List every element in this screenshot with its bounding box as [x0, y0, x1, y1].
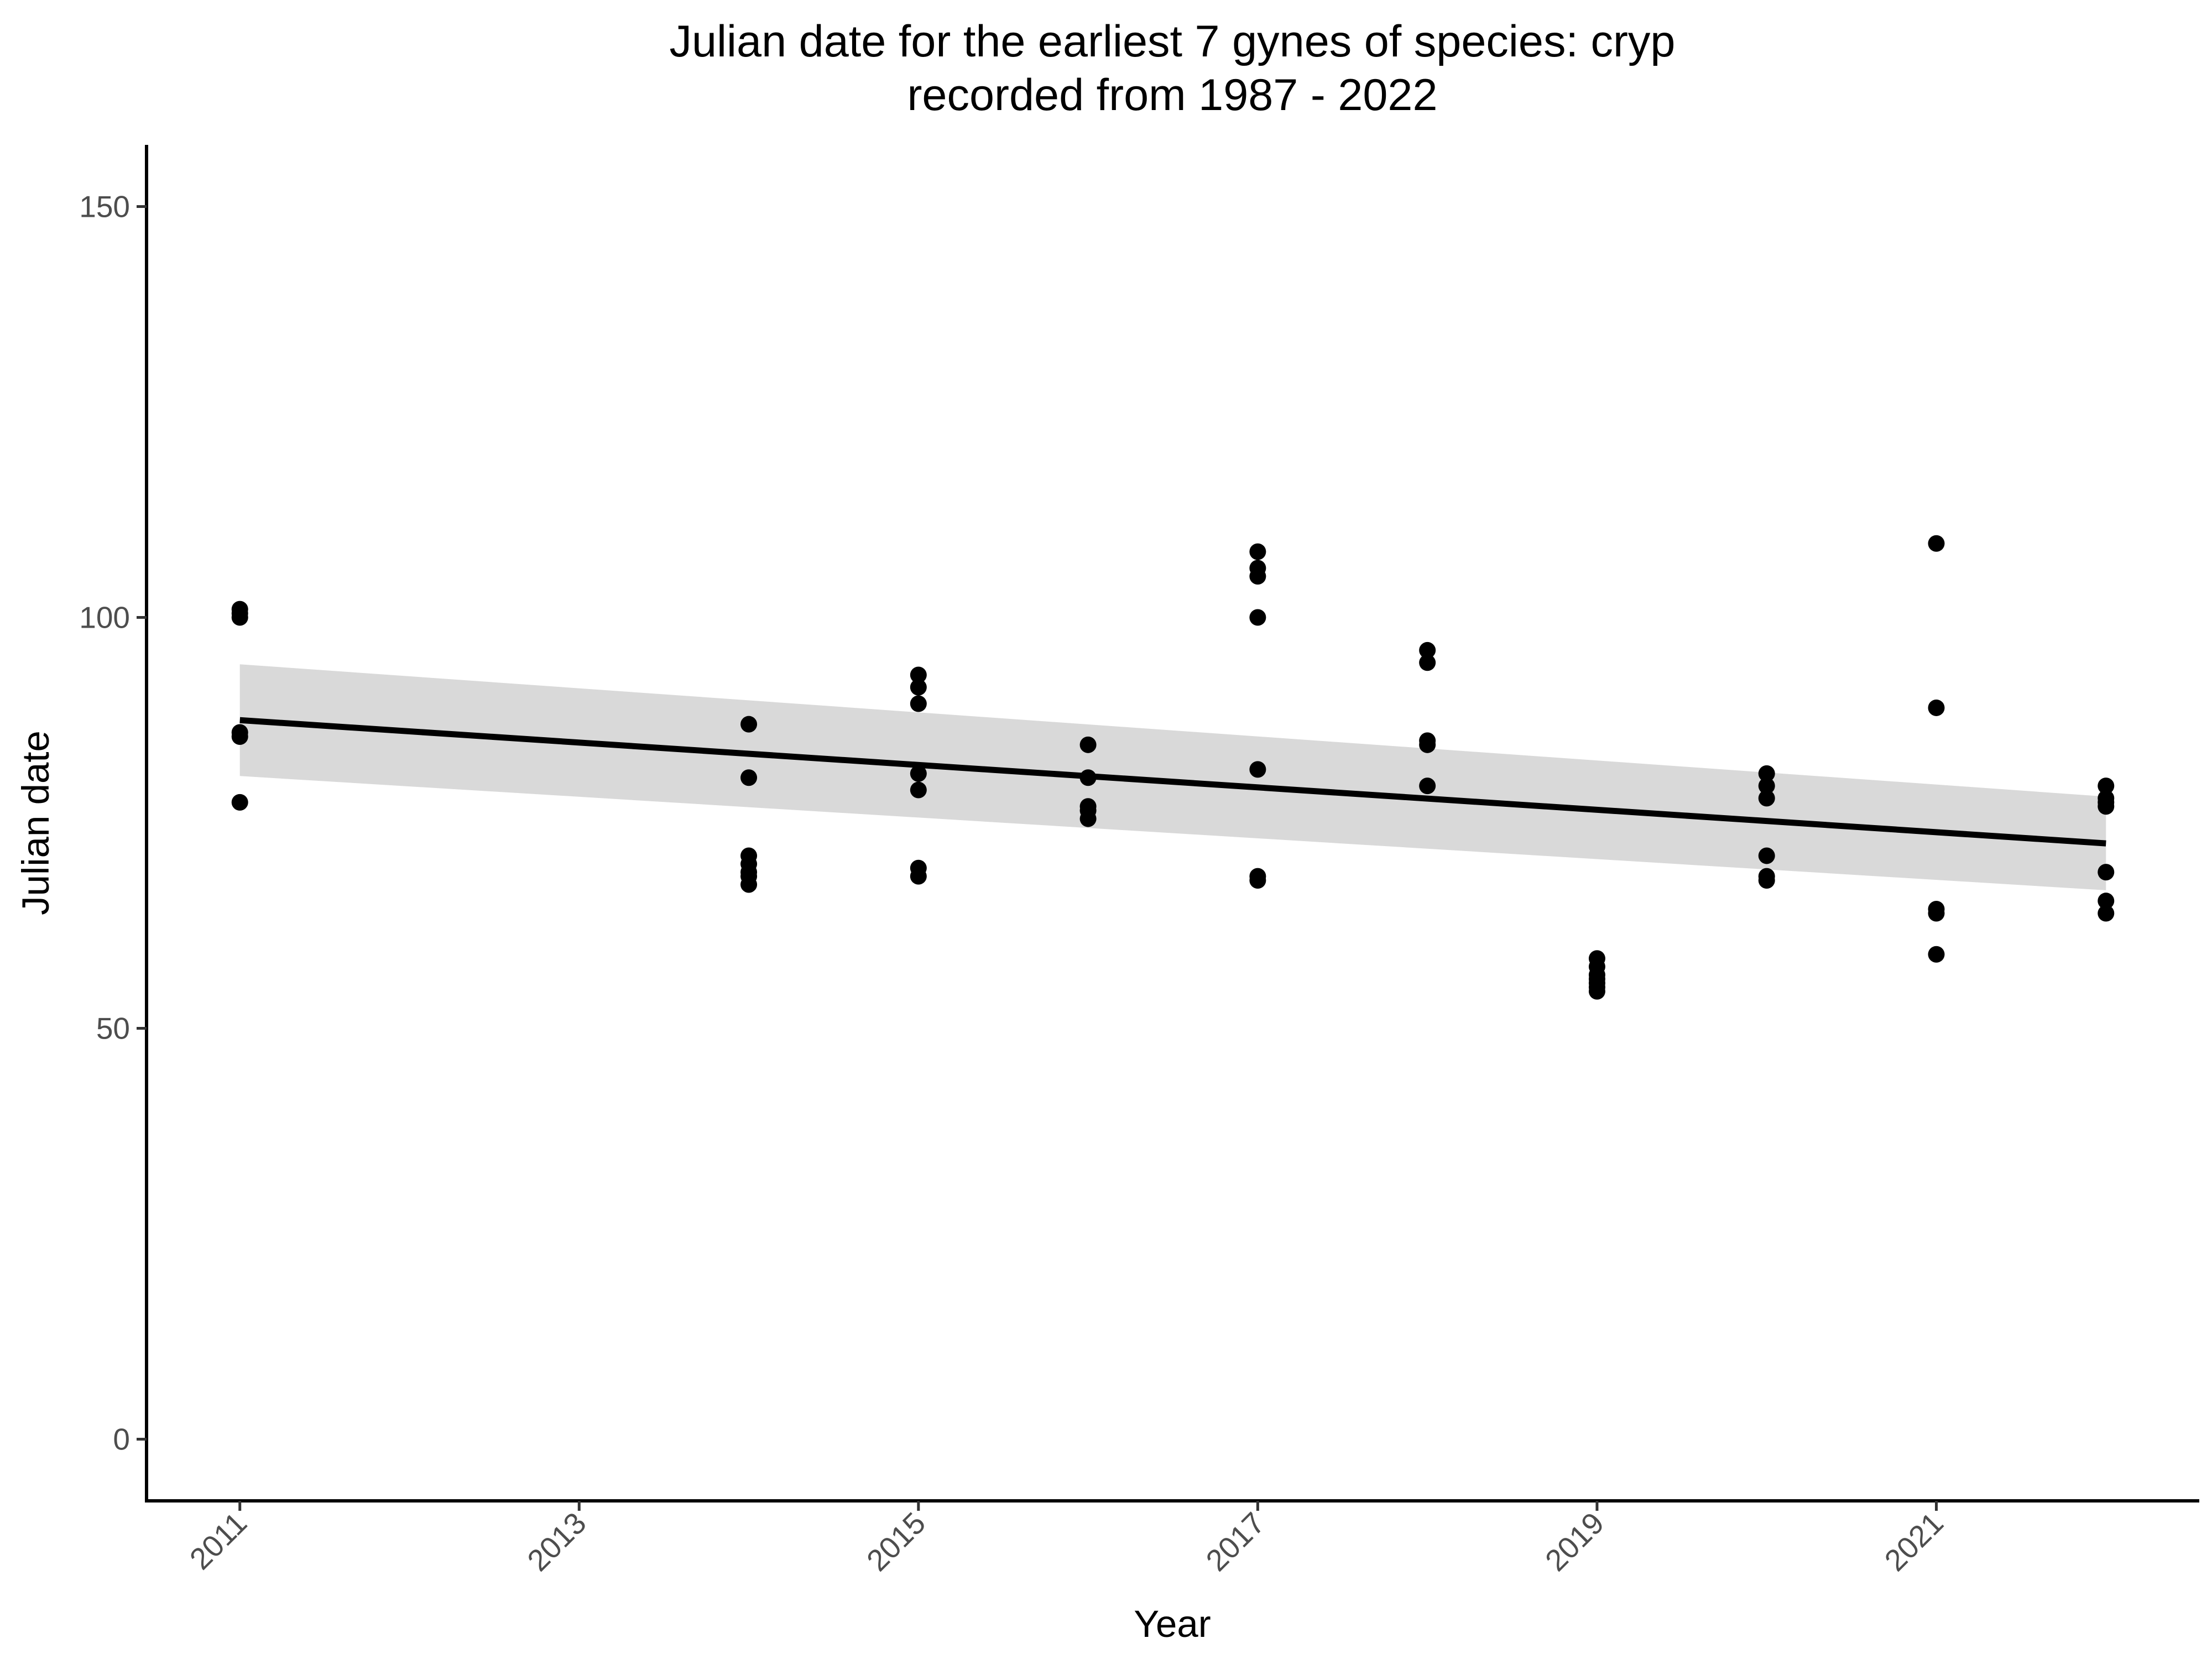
data-point-35: [1419, 736, 1436, 753]
data-point-5: [231, 794, 248, 811]
data-point-19: [910, 868, 927, 885]
confidence-band-layer: [239, 664, 2106, 890]
data-point-25: [1249, 543, 1266, 560]
data-point-55: [2098, 778, 2115, 795]
x-tick-label-2: 2015: [860, 1506, 932, 1578]
x-axis-ticks: 2011 2013 2015 2017 2019 2021: [183, 1501, 1950, 1578]
data-point-24: [1079, 810, 1097, 827]
data-point-13: [910, 666, 927, 684]
data-point-58: [2098, 798, 2115, 815]
data-point-6: [740, 716, 758, 733]
data-point-32: [1419, 641, 1436, 659]
data-point-14: [910, 679, 927, 696]
trend-line: [239, 717, 2106, 847]
x-tick-label-0: 2011: [183, 1506, 253, 1576]
data-point-54: [1928, 946, 1945, 963]
data-point-7: [740, 769, 758, 786]
confidence-band: [239, 664, 2106, 890]
data-point-33: [1419, 654, 1436, 671]
data-point-12: [740, 876, 758, 893]
data-point-4: [231, 728, 248, 745]
data-point-47: [1758, 847, 1775, 864]
data-point-36: [1419, 778, 1436, 795]
y-tick-label-2: 100: [79, 600, 130, 634]
data-point-15: [910, 695, 927, 712]
data-point-20: [1079, 736, 1097, 753]
data-point-27: [1249, 568, 1266, 585]
chart-subtitle: recorded from 1987 - 2022: [907, 70, 1437, 120]
data-point-2: [231, 609, 248, 626]
x-tick-label-5: 2021: [1878, 1506, 1950, 1578]
data-point-44: [1758, 765, 1775, 782]
x-axis-title: Year: [1134, 1603, 1211, 1645]
data-point-21: [1079, 769, 1097, 786]
y-axis-ticks: 0 50 100 150: [79, 189, 147, 1457]
x-tick-label-1: 2013: [520, 1506, 592, 1578]
data-point-49: [1758, 872, 1775, 889]
data-point-50: [1928, 535, 1945, 552]
x-tick-label-4: 2019: [1538, 1506, 1610, 1578]
y-tick-label-1: 50: [96, 1011, 130, 1046]
data-point-46: [1758, 790, 1775, 807]
data-points-layer: [231, 535, 2115, 1000]
data-point-59: [2098, 864, 2115, 881]
data-point-17: [910, 781, 927, 799]
data-point-31: [1249, 872, 1266, 889]
data-point-53: [1928, 905, 1945, 922]
data-point-43: [1588, 983, 1605, 1000]
data-point-60: [2098, 893, 2115, 910]
x-tick-label-3: 2017: [1199, 1506, 1271, 1578]
data-point-45: [1758, 778, 1775, 795]
y-tick-label-3: 150: [79, 189, 130, 223]
data-point-16: [910, 765, 927, 782]
chart-title: Julian date for the earliest 7 gynes of …: [670, 17, 1676, 66]
data-point-61: [2098, 905, 2115, 922]
data-point-29: [1249, 761, 1266, 778]
y-axis-title: Julian date: [14, 731, 57, 915]
trend-line-layer: [239, 717, 2106, 847]
data-point-28: [1249, 609, 1266, 626]
data-point-51: [1928, 699, 1945, 716]
y-tick-label-0: 0: [113, 1422, 130, 1457]
plot-area: [231, 535, 2115, 1000]
